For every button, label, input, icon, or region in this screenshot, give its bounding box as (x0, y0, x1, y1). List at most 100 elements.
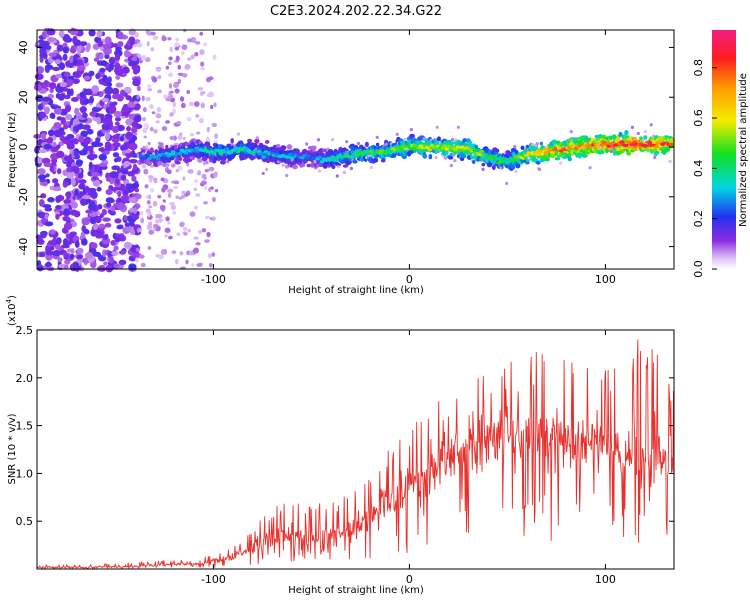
snr-ytick-label: 1.5 (16, 420, 34, 433)
halo-cell (434, 155, 438, 160)
halo-cell (481, 167, 485, 171)
noise-cell (111, 251, 119, 256)
peak-cell (479, 149, 484, 154)
noise-cell (38, 199, 45, 207)
noise-cell (96, 116, 101, 125)
halo-cell (630, 125, 635, 129)
noise-cell (165, 120, 171, 124)
signal-cell (409, 133, 415, 139)
peak-cell (457, 148, 463, 153)
noise-cell (89, 216, 98, 225)
noise-cell (112, 87, 120, 96)
noise-cell (131, 64, 141, 71)
signal-cell (618, 131, 623, 138)
noise-cell (104, 86, 114, 95)
noise-cell (62, 53, 68, 61)
peak-cell (455, 145, 461, 149)
noise-cell (183, 28, 187, 33)
peak-cell (630, 142, 635, 147)
noise-cell (147, 246, 152, 250)
noise-cell (95, 232, 103, 239)
noise-cell (104, 222, 112, 228)
noise-cell (46, 28, 56, 36)
noise-cell (44, 213, 49, 220)
noise-cell (150, 47, 155, 52)
noise-cell (115, 116, 122, 122)
noise-cell (184, 192, 189, 197)
noise-cell (108, 106, 116, 115)
signal-cell (539, 141, 544, 146)
signal-cell (254, 138, 260, 144)
noise-cell (130, 126, 138, 134)
noise-cell (90, 191, 98, 199)
halo-cell (456, 125, 460, 129)
signal-cell (178, 156, 183, 161)
noise-cell (206, 126, 211, 133)
noise-cell (151, 76, 158, 83)
noise-cell (70, 177, 76, 186)
peak-cell (349, 155, 355, 159)
noise-cell (111, 93, 119, 100)
signal-cell (195, 153, 202, 159)
noise-cell (69, 253, 75, 260)
noise-cell (141, 95, 145, 102)
noise-cell (188, 170, 193, 174)
noise-cell (112, 142, 121, 148)
signal-cell (448, 156, 454, 160)
noise-cell (160, 249, 166, 255)
noise-cell (69, 209, 78, 216)
halo-cell (147, 141, 151, 146)
noise-cell (72, 36, 78, 45)
noise-cell (52, 250, 61, 257)
noise-cell (66, 88, 72, 97)
noise-cell (157, 218, 164, 223)
signal-cell (197, 158, 203, 163)
noise-cell (62, 238, 68, 246)
signal-cell (495, 148, 500, 153)
noise-cell (151, 111, 156, 115)
signal-cell (539, 158, 545, 163)
noise-cell (188, 101, 194, 107)
peak-cell (211, 151, 217, 155)
spectrogram-xtick-label: -100 (201, 273, 226, 286)
noise-cell (57, 257, 63, 262)
noise-cell (118, 259, 127, 266)
noise-cell (66, 171, 75, 179)
noise-cell (197, 229, 203, 234)
noise-cell (174, 46, 180, 51)
noise-cell (168, 72, 174, 78)
colorbar-ticks: 0.0 0.2 0.4 0.6 0.8 (692, 59, 717, 278)
snr-frame (36, 329, 675, 570)
noise-cell (208, 166, 215, 172)
halo-cell (175, 169, 179, 173)
noise-cell (199, 49, 205, 56)
noise-cell (112, 152, 120, 158)
noise-cell (135, 247, 141, 252)
noise-cell (152, 35, 159, 40)
halo-cell (336, 165, 341, 169)
noise-cell (128, 263, 137, 271)
peak-cell (472, 148, 478, 152)
noise-cell (53, 107, 63, 115)
signal-cell (567, 156, 572, 162)
noise-cell (47, 248, 52, 253)
noise-cell (71, 139, 76, 144)
halo-cell (318, 169, 322, 173)
noise-cell (43, 106, 50, 115)
noise-cell (131, 175, 137, 182)
noise-cell (168, 93, 174, 99)
noise-cell (55, 150, 65, 159)
noise-cell (63, 265, 69, 270)
signal-cell (198, 140, 203, 145)
noise-cell (113, 110, 122, 118)
noise-cell (101, 97, 109, 103)
noise-cell (133, 43, 138, 48)
noise-cell (144, 184, 149, 189)
noise-cell (120, 174, 127, 181)
noise-cell (211, 216, 216, 221)
noise-cell (81, 194, 91, 200)
peak-cell (466, 147, 471, 151)
noise-cell (162, 94, 169, 99)
noise-cell (89, 111, 97, 117)
noise-cell (99, 67, 106, 73)
